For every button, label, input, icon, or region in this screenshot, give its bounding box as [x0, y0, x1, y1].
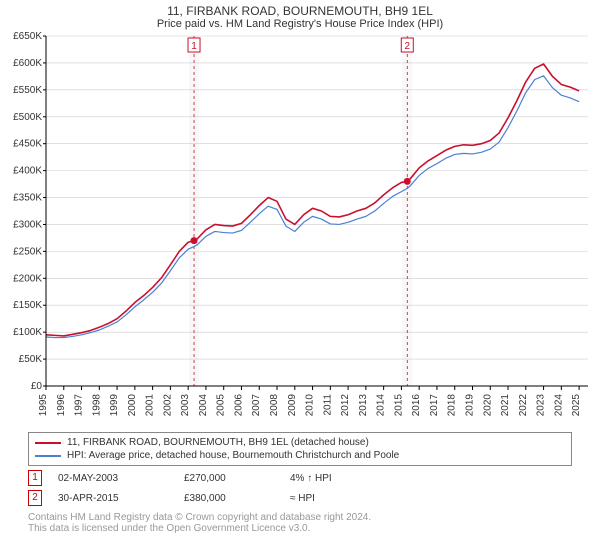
- svg-text:£350K: £350K: [13, 193, 42, 204]
- svg-text:2006: 2006: [233, 394, 244, 417]
- chart-legend: 11, FIRBANK ROAD, BOURNEMOUTH, BH9 1EL (…: [28, 432, 572, 466]
- svg-text:2005: 2005: [216, 394, 227, 417]
- svg-text:2015: 2015: [393, 394, 404, 417]
- svg-text:2001: 2001: [145, 394, 156, 417]
- svg-text:1995: 1995: [38, 394, 49, 417]
- svg-text:2024: 2024: [553, 394, 564, 417]
- svg-text:2009: 2009: [287, 394, 298, 417]
- svg-text:£0: £0: [31, 381, 43, 392]
- svg-text:£600K: £600K: [13, 58, 42, 69]
- svg-text:2002: 2002: [162, 394, 173, 417]
- svg-text:£150K: £150K: [13, 300, 42, 311]
- svg-text:2021: 2021: [500, 394, 511, 417]
- svg-text:£50K: £50K: [19, 354, 43, 365]
- svg-text:2011: 2011: [322, 394, 333, 416]
- svg-text:2025: 2025: [571, 394, 582, 417]
- svg-text:£100K: £100K: [13, 327, 42, 338]
- svg-text:2020: 2020: [482, 394, 493, 417]
- svg-text:2018: 2018: [447, 394, 458, 417]
- svg-text:2022: 2022: [518, 394, 529, 417]
- svg-text:2003: 2003: [180, 394, 191, 417]
- svg-text:1999: 1999: [109, 394, 120, 417]
- svg-text:£250K: £250K: [13, 246, 42, 257]
- svg-text:2004: 2004: [198, 394, 209, 417]
- transaction-price: £380,000: [184, 493, 274, 504]
- svg-text:2023: 2023: [536, 394, 547, 417]
- svg-text:2008: 2008: [269, 394, 280, 417]
- svg-text:2019: 2019: [464, 394, 475, 417]
- svg-text:2013: 2013: [358, 394, 369, 417]
- footnote-line1: Contains HM Land Registry data © Crown c…: [28, 512, 572, 523]
- legend-item-0: 11, FIRBANK ROAD, BOURNEMOUTH, BH9 1EL (…: [67, 437, 369, 448]
- transaction-delta: ≈ HPI: [290, 493, 315, 504]
- svg-text:£550K: £550K: [13, 85, 42, 96]
- svg-text:2014: 2014: [376, 394, 387, 417]
- svg-text:£500K: £500K: [13, 112, 42, 123]
- transaction-row: 1 02-MAY-2003 £270,000 4% ↑ HPI: [28, 470, 572, 486]
- svg-text:1: 1: [191, 41, 197, 52]
- transaction-marker-2: 2: [28, 490, 42, 506]
- price-chart: £0 £50K £100K £150K £200K £250K £300K £350K £400…: [0, 30, 600, 430]
- transaction-price: £270,000: [184, 473, 274, 484]
- svg-text:£450K: £450K: [13, 139, 42, 150]
- svg-text:2010: 2010: [305, 394, 316, 417]
- footnote-line2: This data is licensed under the Open Gov…: [28, 523, 572, 534]
- svg-text:£400K: £400K: [13, 166, 42, 177]
- svg-text:2007: 2007: [251, 394, 262, 417]
- svg-text:2000: 2000: [127, 394, 138, 417]
- transaction-date: 30-APR-2015: [58, 493, 168, 504]
- legend-item-1: HPI: Average price, detached house, Bour…: [67, 450, 399, 461]
- svg-text:1997: 1997: [74, 394, 85, 417]
- svg-text:2012: 2012: [340, 394, 351, 417]
- svg-text:£650K: £650K: [13, 31, 42, 42]
- svg-text:£300K: £300K: [13, 219, 42, 230]
- chart-title-line1: 11, FIRBANK ROAD, BOURNEMOUTH, BH9 1EL: [0, 4, 600, 18]
- svg-text:2: 2: [404, 41, 410, 52]
- svg-text:2016: 2016: [411, 394, 422, 417]
- transaction-marker-1: 1: [28, 470, 42, 486]
- chart-title-line2: Price paid vs. HM Land Registry's House …: [0, 18, 600, 30]
- transaction-delta: 4% ↑ HPI: [290, 473, 332, 484]
- transaction-row: 2 30-APR-2015 £380,000 ≈ HPI: [28, 490, 572, 506]
- svg-text:1998: 1998: [91, 394, 102, 417]
- svg-text:2017: 2017: [429, 394, 440, 417]
- svg-text:1996: 1996: [56, 394, 67, 417]
- transaction-date: 02-MAY-2003: [58, 473, 168, 484]
- svg-text:£200K: £200K: [13, 273, 42, 284]
